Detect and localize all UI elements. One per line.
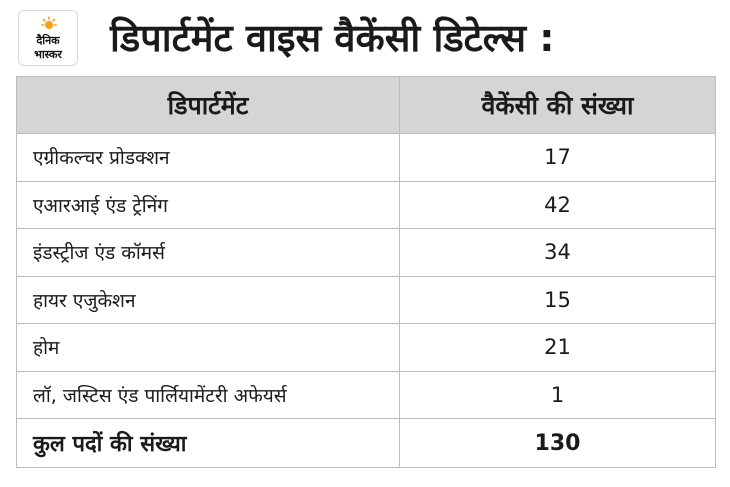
table-row: इंडस्ट्रीज एंड कॉमर्स 34 [16,228,716,277]
table-row: एआरआई एंड ट्रेनिंग 42 [16,180,716,229]
table-row: हायर एजुकेशन 15 [16,275,716,324]
table-row: होम 21 [16,323,716,372]
department-cell: एआरआई एंड ट्रेनिंग [16,180,400,229]
vacancy-cell: 17 [399,133,716,182]
dainik-bhaskar-logo: दैनिक भास्कर [18,10,78,66]
vacancy-cell: 34 [399,228,716,277]
logo-line-2: भास्कर [34,48,62,61]
sun-icon [41,16,57,29]
header-vacancy-count: वैकेंसी की संख्या [399,76,716,134]
header-department: डिपार्टमेंट [16,76,400,134]
department-cell: होम [16,323,400,372]
department-cell: एग्रीकल्चर प्रोडक्शन [16,133,400,182]
department-cell: लॉ, जस्टिस एंड पार्लियामेंटरी अफेयर्स [16,370,400,419]
total-row: कुल पदों की संख्या 130 [16,418,716,468]
vacancy-cell: 42 [399,180,716,229]
table-row: लॉ, जस्टिस एंड पार्लियामेंटरी अफेयर्स 1 [16,370,716,419]
logo-line-1: दैनिक [36,34,60,47]
total-label: कुल पदों की संख्या [16,418,400,468]
vacancy-cell: 15 [399,275,716,324]
vacancy-table: डिपार्टमेंट वैकेंसी की संख्या एग्रीकल्चर… [16,76,716,468]
total-value: 130 [399,418,716,468]
vacancy-cell: 1 [399,370,716,419]
department-cell: हायर एजुकेशन [16,275,400,324]
table-header-row: डिपार्टमेंट वैकेंसी की संख्या [16,76,716,134]
vacancy-cell: 21 [399,323,716,372]
page-title: डिपार्टमेंट वाइस वैकेंसी डिटेल्स : [110,16,555,60]
table-row: एग्रीकल्चर प्रोडक्शन 17 [16,133,716,182]
department-cell: इंडस्ट्रीज एंड कॉमर्स [16,228,400,277]
